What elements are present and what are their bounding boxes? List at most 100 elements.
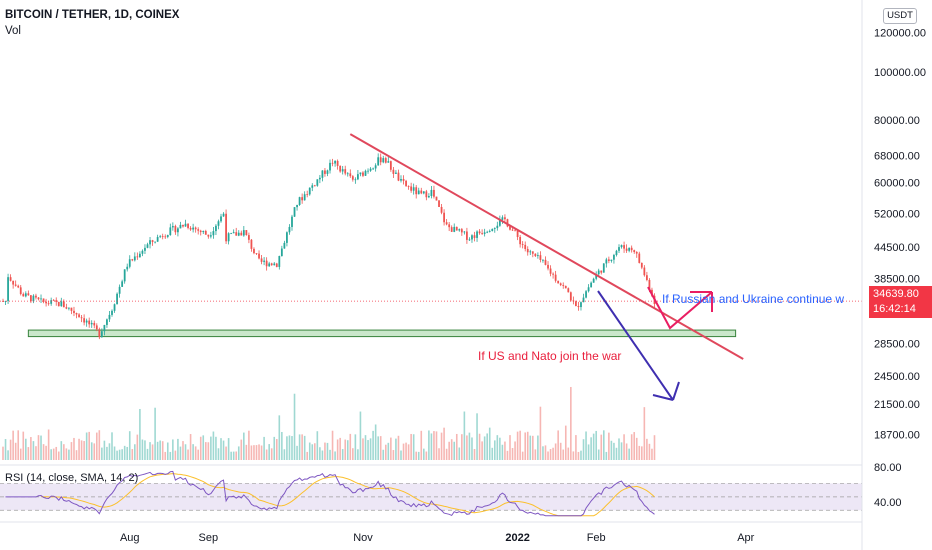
candle-body bbox=[4, 301, 7, 302]
candle-body bbox=[483, 232, 486, 234]
volume-bar bbox=[197, 449, 199, 460]
volume-bar bbox=[134, 444, 136, 460]
candle-body bbox=[397, 172, 400, 181]
volume-bar bbox=[30, 437, 32, 460]
rsi-ma-line bbox=[41, 473, 655, 517]
volume-bar bbox=[628, 448, 630, 460]
candle-body bbox=[278, 256, 281, 267]
volume-bar bbox=[268, 444, 270, 460]
candle-body bbox=[329, 162, 331, 171]
volume-bar bbox=[75, 450, 78, 460]
volume-bar bbox=[283, 449, 286, 460]
volume-bar bbox=[149, 442, 151, 460]
volume-bar bbox=[136, 434, 139, 460]
volume-bar bbox=[22, 431, 25, 460]
candle-body bbox=[50, 300, 53, 304]
candle-body bbox=[585, 291, 587, 298]
volume-bar bbox=[519, 430, 521, 460]
volume-bar bbox=[379, 436, 382, 460]
candle-body bbox=[118, 286, 121, 294]
candle-body bbox=[301, 197, 304, 201]
volume-bar bbox=[174, 450, 177, 460]
candle-body bbox=[496, 225, 499, 229]
volume-bar bbox=[151, 444, 154, 460]
support-zone bbox=[27, 329, 737, 338]
volume-bar bbox=[126, 446, 129, 460]
candle-body bbox=[189, 227, 192, 230]
candle-body bbox=[514, 230, 516, 232]
volume-bar bbox=[554, 443, 557, 460]
candle-body bbox=[187, 223, 189, 228]
volume-bar bbox=[19, 448, 22, 460]
volume-bar bbox=[529, 435, 532, 460]
volume-bar bbox=[600, 434, 603, 460]
volume-bar bbox=[410, 433, 412, 460]
candle-body bbox=[460, 229, 463, 233]
candle-body bbox=[123, 269, 126, 282]
candle-body bbox=[628, 247, 631, 251]
candle-body bbox=[126, 266, 129, 270]
candle-body bbox=[443, 212, 445, 223]
candle-body bbox=[400, 179, 402, 181]
volume-bar bbox=[331, 430, 334, 460]
currency-unit-button[interactable]: USDT bbox=[883, 8, 917, 24]
volume-bar bbox=[352, 448, 354, 460]
candle-body bbox=[116, 293, 118, 305]
volume-bar bbox=[154, 407, 156, 460]
candle-body bbox=[425, 191, 428, 198]
candle-body bbox=[146, 244, 149, 248]
volume-bar bbox=[620, 442, 623, 460]
candle-body bbox=[222, 213, 225, 217]
volume-bar bbox=[349, 433, 352, 460]
candle-body bbox=[433, 189, 435, 197]
candle-body bbox=[410, 186, 413, 191]
volume-bar bbox=[562, 449, 565, 460]
volume-bar bbox=[316, 431, 319, 460]
time-tick-label: 2022 bbox=[505, 532, 529, 544]
volume-bar bbox=[311, 444, 314, 460]
candle-body bbox=[184, 223, 187, 227]
candle-body bbox=[377, 157, 380, 166]
volume-bar bbox=[60, 441, 63, 460]
volume-bar bbox=[630, 434, 633, 460]
volume-bar bbox=[9, 439, 12, 460]
candle-body bbox=[171, 225, 174, 228]
volume-bar bbox=[625, 443, 628, 460]
volume-bar bbox=[265, 449, 268, 460]
candle-body bbox=[592, 278, 595, 283]
candle-body bbox=[225, 213, 227, 242]
volume-bar bbox=[164, 451, 167, 460]
volume-bar bbox=[172, 439, 174, 460]
candle-body bbox=[354, 179, 357, 181]
volume-bar bbox=[547, 451, 549, 460]
volume-bar bbox=[641, 446, 643, 460]
volume-bar bbox=[40, 435, 42, 460]
candle-body bbox=[615, 250, 618, 256]
volume-bar bbox=[488, 427, 491, 460]
candle-body bbox=[324, 170, 326, 174]
candle-body bbox=[506, 219, 509, 227]
candle-body bbox=[227, 233, 230, 242]
candle-body bbox=[182, 224, 184, 227]
volume-bar bbox=[504, 441, 506, 460]
volume-bar bbox=[577, 451, 580, 460]
candle-body bbox=[407, 185, 410, 187]
volume-bar bbox=[293, 393, 296, 460]
volume-bar bbox=[263, 436, 265, 460]
volume-bar bbox=[212, 431, 215, 460]
volume-bar bbox=[116, 450, 118, 460]
candle-body bbox=[37, 297, 40, 300]
volume-bar bbox=[141, 439, 144, 460]
candle-body bbox=[174, 225, 177, 233]
volume-bar bbox=[336, 439, 339, 460]
volume-bar bbox=[113, 446, 116, 460]
candle-body bbox=[539, 255, 542, 260]
volume-bar bbox=[326, 442, 329, 460]
volume-bar bbox=[463, 411, 466, 460]
volume-bar bbox=[638, 445, 641, 460]
price-tick-label: 120000.00 bbox=[874, 28, 926, 40]
volume-bar bbox=[278, 415, 281, 460]
candle-body bbox=[351, 176, 354, 180]
candle-body bbox=[306, 194, 309, 196]
